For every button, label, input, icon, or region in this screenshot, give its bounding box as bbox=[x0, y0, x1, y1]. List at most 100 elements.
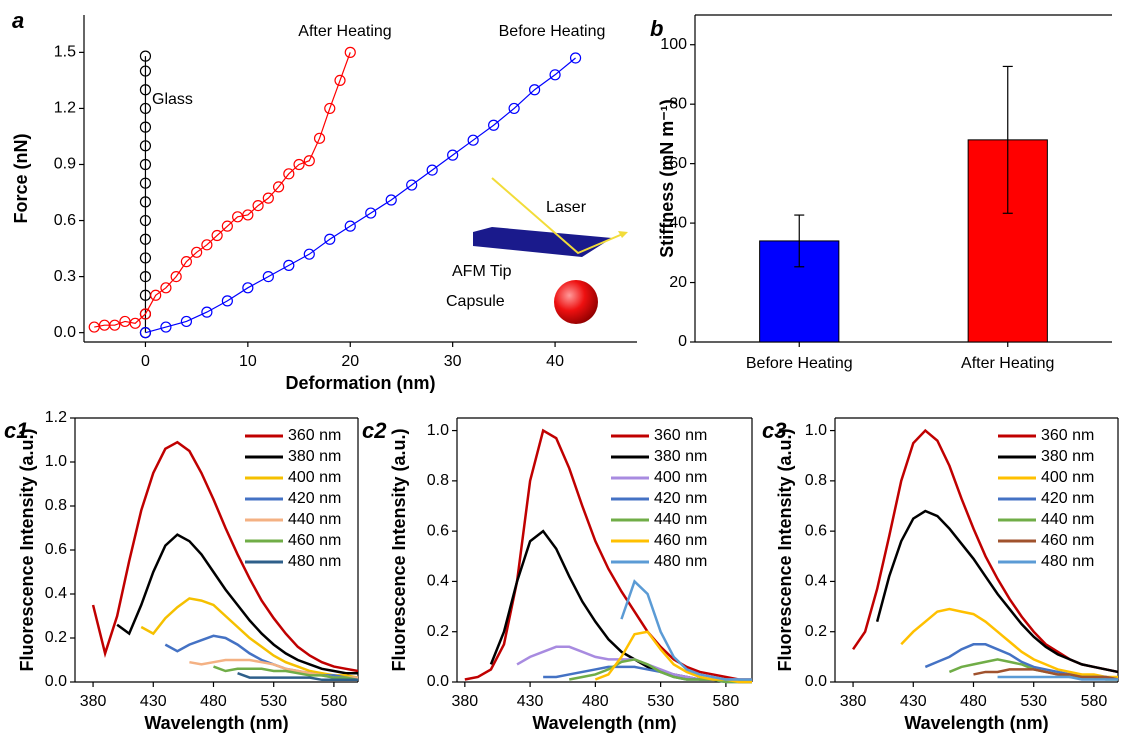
series-line bbox=[145, 57, 576, 334]
data-point bbox=[221, 220, 233, 232]
annotation: Laser bbox=[546, 199, 587, 216]
y-tick-label: 1.0 bbox=[427, 422, 449, 439]
x-tick-label: 430 bbox=[900, 693, 927, 710]
y-tick-label: 0.8 bbox=[427, 472, 449, 489]
y-tick-label: 0.8 bbox=[45, 497, 67, 514]
x-tick-label: 530 bbox=[260, 693, 287, 710]
data-point bbox=[150, 289, 162, 301]
y-tick-label: 100 bbox=[660, 36, 687, 53]
data-point bbox=[324, 102, 336, 115]
data-point bbox=[344, 46, 356, 58]
data-point bbox=[221, 295, 233, 307]
series-line bbox=[569, 658, 752, 684]
data-point bbox=[201, 239, 213, 251]
data-point bbox=[334, 74, 346, 87]
legend-label: 440 nm bbox=[654, 511, 707, 528]
data-point bbox=[139, 65, 152, 77]
data-point bbox=[191, 246, 203, 258]
data-point bbox=[139, 177, 152, 189]
y-tick-label: 80 bbox=[669, 95, 687, 112]
y-tick-label: 0.4 bbox=[45, 585, 67, 602]
legend-label: 380 nm bbox=[288, 448, 341, 465]
legend-label: 380 nm bbox=[1041, 448, 1094, 465]
y-tick-label: 20 bbox=[669, 274, 687, 291]
y-tick-label: 0.4 bbox=[427, 573, 449, 590]
legend-label: 420 nm bbox=[1041, 490, 1094, 507]
y-tick-label: 0.3 bbox=[54, 268, 76, 285]
data-point bbox=[139, 158, 152, 171]
x-axis-label: Wavelength (nm) bbox=[532, 713, 676, 733]
data-point bbox=[488, 119, 500, 131]
series-line bbox=[620, 579, 752, 681]
y-tick-label: 0.2 bbox=[805, 623, 827, 640]
series-line bbox=[213, 665, 359, 682]
x-tick-label: 480 bbox=[960, 693, 987, 710]
data-point bbox=[139, 308, 152, 320]
y-axis-label: Fluorescence Intensity (a.u.) bbox=[775, 428, 795, 671]
legend-label: 480 nm bbox=[1041, 553, 1094, 570]
data-point bbox=[569, 52, 582, 64]
y-tick-label: 0.2 bbox=[427, 623, 449, 640]
data-point bbox=[201, 306, 213, 318]
y-tick-label: 0.6 bbox=[427, 522, 449, 539]
panel-label: c3 bbox=[762, 418, 786, 443]
series-label: Glass bbox=[152, 91, 193, 108]
legend-label: 460 nm bbox=[288, 532, 341, 549]
data-point bbox=[160, 321, 172, 333]
legend-label: 480 nm bbox=[654, 553, 707, 570]
x-axis-label: Wavelength (nm) bbox=[904, 713, 1048, 733]
data-point bbox=[242, 282, 254, 294]
series-line bbox=[116, 533, 358, 675]
data-point bbox=[467, 134, 479, 146]
series-label: After Heating bbox=[298, 23, 391, 40]
series-line bbox=[875, 509, 1119, 674]
y-axis-label: Force (nN) bbox=[11, 133, 31, 223]
afm-cantilever bbox=[473, 227, 612, 257]
legend-label: 420 nm bbox=[288, 490, 341, 507]
y-tick-label: 1.2 bbox=[45, 409, 67, 426]
x-axis-label: Deformation (nm) bbox=[286, 373, 436, 393]
data-point bbox=[139, 121, 152, 133]
series-line bbox=[852, 428, 1119, 674]
data-point bbox=[385, 194, 397, 206]
laser-arrow bbox=[618, 231, 628, 238]
x-axis-label: Wavelength (nm) bbox=[144, 713, 288, 733]
data-point bbox=[139, 196, 152, 208]
x-tick-label: 580 bbox=[1081, 693, 1108, 710]
panel-label: a bbox=[12, 8, 24, 33]
legend-label: 400 nm bbox=[654, 469, 707, 486]
series-line bbox=[94, 52, 351, 328]
data-point bbox=[139, 233, 152, 245]
y-tick-label: 0.6 bbox=[805, 522, 827, 539]
laser-beam bbox=[491, 177, 626, 255]
y-tick-label: 1.0 bbox=[805, 422, 827, 439]
data-point bbox=[109, 319, 121, 331]
x-tick-label: 430 bbox=[140, 693, 167, 710]
data-point bbox=[549, 69, 561, 81]
x-tick-label: 430 bbox=[517, 693, 544, 710]
legend-label: 460 nm bbox=[654, 532, 707, 549]
series-label: Before Heating bbox=[499, 23, 606, 40]
x-tick-label: 20 bbox=[341, 353, 359, 370]
y-tick-label: 1.2 bbox=[54, 100, 76, 117]
x-tick-label: 380 bbox=[451, 693, 478, 710]
legend-label: 360 nm bbox=[1041, 427, 1094, 444]
data-point bbox=[139, 214, 152, 227]
series-line bbox=[464, 428, 752, 681]
y-tick-label: 1.5 bbox=[54, 44, 76, 61]
data-point bbox=[365, 207, 377, 219]
data-point bbox=[272, 181, 285, 193]
y-tick-label: 0.0 bbox=[45, 673, 67, 690]
legend-label: 360 nm bbox=[654, 427, 707, 444]
data-point bbox=[139, 84, 152, 96]
y-tick-label: 0.0 bbox=[427, 673, 449, 690]
data-point bbox=[139, 102, 152, 115]
y-tick-label: 0 bbox=[678, 333, 687, 350]
data-point bbox=[262, 192, 274, 204]
x-tick-label: 580 bbox=[321, 693, 348, 710]
x-tick-label: 480 bbox=[200, 693, 227, 710]
data-point bbox=[447, 149, 459, 161]
x-tick-label: 0 bbox=[141, 353, 150, 370]
data-point bbox=[313, 132, 326, 144]
